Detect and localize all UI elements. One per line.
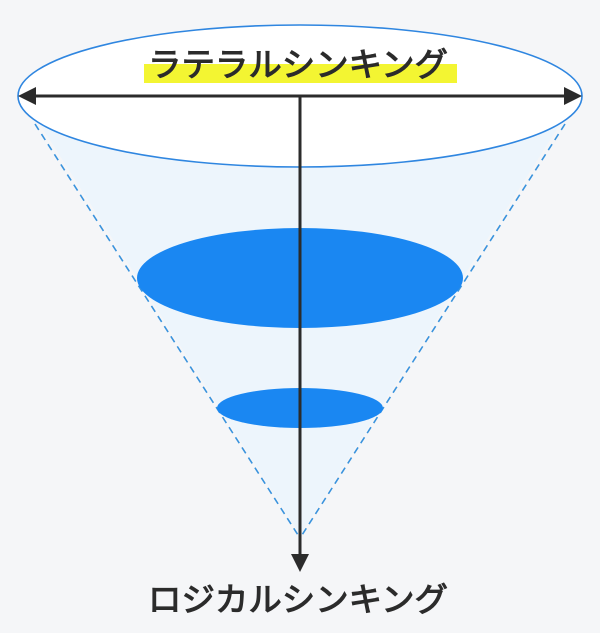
left-arrowhead [18,87,36,105]
cone-right-edge [301,123,566,536]
top-label-highlight [144,64,457,83]
top-label: ラテラルシンキング [148,45,448,84]
down-arrowhead [291,554,309,572]
bottom-label: ロジカルシンキング [148,580,448,619]
right-arrowhead [564,87,582,105]
cone-left-edge [34,123,299,536]
